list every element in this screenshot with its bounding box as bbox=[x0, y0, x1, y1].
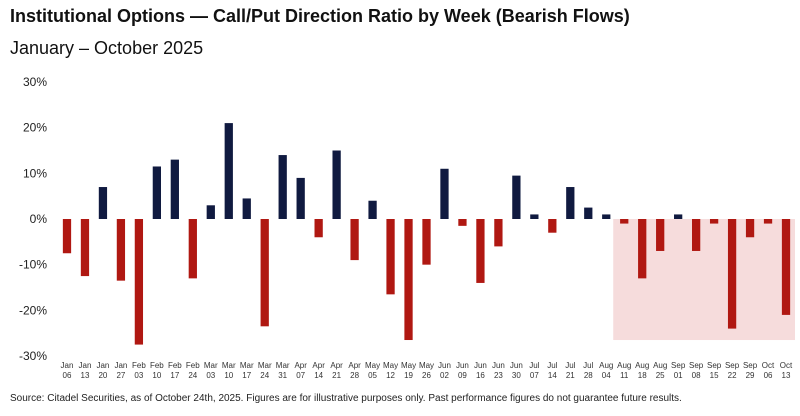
bar bbox=[727, 219, 737, 329]
x-tick-label: Jun 23 bbox=[492, 361, 505, 380]
x-tick-label: Sep 15 bbox=[707, 361, 722, 380]
x-tick-label: Jan 20 bbox=[96, 361, 109, 380]
bar bbox=[494, 219, 503, 247]
x-tick-label: Feb 17 bbox=[168, 361, 182, 380]
bar-chart: 30% 20% 10% 0% -10% -20% -30% Jan 06 Jan 13 Jan 20 J… bbox=[19, 75, 795, 380]
x-tick-label: Apr 14 bbox=[312, 361, 325, 380]
x-tick-label: Aug 04 bbox=[599, 361, 613, 380]
x-tick-label: May 19 bbox=[401, 361, 416, 380]
bar bbox=[134, 219, 144, 345]
bar bbox=[350, 219, 359, 261]
bar bbox=[709, 219, 719, 224]
x-tick-label: Mar 24 bbox=[258, 361, 272, 380]
x-tick-label: Apr 07 bbox=[294, 361, 307, 380]
x-tick-label: Jun 09 bbox=[456, 361, 469, 380]
bar bbox=[691, 219, 701, 251]
bar bbox=[116, 219, 126, 281]
x-tick-label: Jan 06 bbox=[61, 361, 74, 380]
x-tick-label: Jul 21 bbox=[565, 361, 575, 380]
x-tick-label: Mar 03 bbox=[204, 361, 218, 380]
x-tick-label: Aug 11 bbox=[617, 361, 631, 380]
bar bbox=[638, 219, 647, 279]
bar bbox=[674, 214, 683, 219]
bar bbox=[422, 219, 431, 265]
x-tick-label: Jun 30 bbox=[510, 361, 523, 380]
x-tick-label: Sep 08 bbox=[689, 361, 704, 380]
bar bbox=[260, 219, 269, 327]
chart-subtitle: January – October 2025 bbox=[10, 38, 204, 58]
x-tick-label: May 05 bbox=[365, 361, 380, 380]
x-tick-label: Jun 16 bbox=[474, 361, 487, 380]
x-tick-label: May 12 bbox=[383, 361, 398, 380]
x-tick-label: Jan 27 bbox=[114, 361, 127, 380]
y-tick-label: 20% bbox=[23, 121, 47, 135]
bar bbox=[440, 168, 449, 219]
x-tick-label: Apr 21 bbox=[330, 361, 343, 380]
y-tick-label: 30% bbox=[23, 75, 47, 89]
x-tick-label: Aug 18 bbox=[635, 361, 649, 380]
bar bbox=[242, 198, 251, 219]
bar bbox=[368, 200, 377, 219]
bar bbox=[620, 219, 629, 224]
x-tick-label: Feb 10 bbox=[150, 361, 164, 380]
x-tick-label: Feb 24 bbox=[186, 361, 200, 380]
bar bbox=[781, 219, 791, 315]
bar bbox=[656, 219, 665, 251]
bar bbox=[566, 187, 575, 219]
x-tick-label: Jul 07 bbox=[529, 361, 539, 380]
x-tick-label: Mar 10 bbox=[222, 361, 236, 380]
bar bbox=[458, 219, 467, 226]
x-tick-label: Feb 03 bbox=[132, 361, 146, 380]
bar bbox=[80, 219, 90, 277]
bar bbox=[98, 187, 108, 219]
x-tick-label: Mar 31 bbox=[276, 361, 290, 380]
bar bbox=[62, 219, 72, 254]
bar bbox=[224, 123, 233, 219]
bar bbox=[206, 205, 215, 219]
x-tick-label: Apr 28 bbox=[348, 361, 361, 380]
bar bbox=[278, 155, 287, 219]
bar bbox=[188, 219, 197, 279]
bar bbox=[548, 219, 557, 233]
bar bbox=[332, 150, 341, 219]
y-tick-label: -10% bbox=[19, 258, 47, 272]
bar bbox=[476, 219, 485, 283]
x-tick-label: Sep 22 bbox=[725, 361, 740, 380]
bar bbox=[296, 177, 305, 219]
bar bbox=[152, 166, 162, 219]
x-tick-label: Oct 06 bbox=[762, 361, 775, 380]
x-tick-label: Jul 14 bbox=[547, 361, 557, 380]
y-tick-label: 10% bbox=[23, 166, 47, 180]
bar bbox=[404, 219, 413, 341]
bar bbox=[386, 219, 395, 295]
x-tick-label: May 26 bbox=[419, 361, 434, 380]
bar bbox=[170, 159, 179, 219]
y-tick-label: -20% bbox=[19, 303, 47, 317]
bar bbox=[530, 214, 539, 219]
bar bbox=[512, 175, 521, 219]
y-tick-label: -30% bbox=[19, 349, 47, 363]
bar bbox=[763, 219, 773, 224]
x-tick-label: Jan 13 bbox=[79, 361, 92, 380]
y-tick-label: 0% bbox=[30, 212, 48, 226]
bar bbox=[584, 207, 593, 219]
x-tick-label: Sep 01 bbox=[671, 361, 686, 380]
source-note: Source: Citadel Securities, as of Octobe… bbox=[10, 393, 682, 404]
x-tick-label: Aug 25 bbox=[653, 361, 667, 380]
bar bbox=[602, 214, 611, 219]
bar bbox=[745, 219, 755, 238]
x-tick-label: Sep 29 bbox=[743, 361, 758, 380]
x-tick-label: Oct 13 bbox=[780, 361, 793, 380]
chart-title: Institutional Options — Call/Put Directi… bbox=[10, 6, 630, 26]
bar bbox=[314, 219, 323, 238]
x-tick-label: Jun 02 bbox=[438, 361, 451, 380]
x-tick-label: Jul 28 bbox=[583, 361, 593, 380]
x-tick-label: Mar 17 bbox=[240, 361, 254, 380]
